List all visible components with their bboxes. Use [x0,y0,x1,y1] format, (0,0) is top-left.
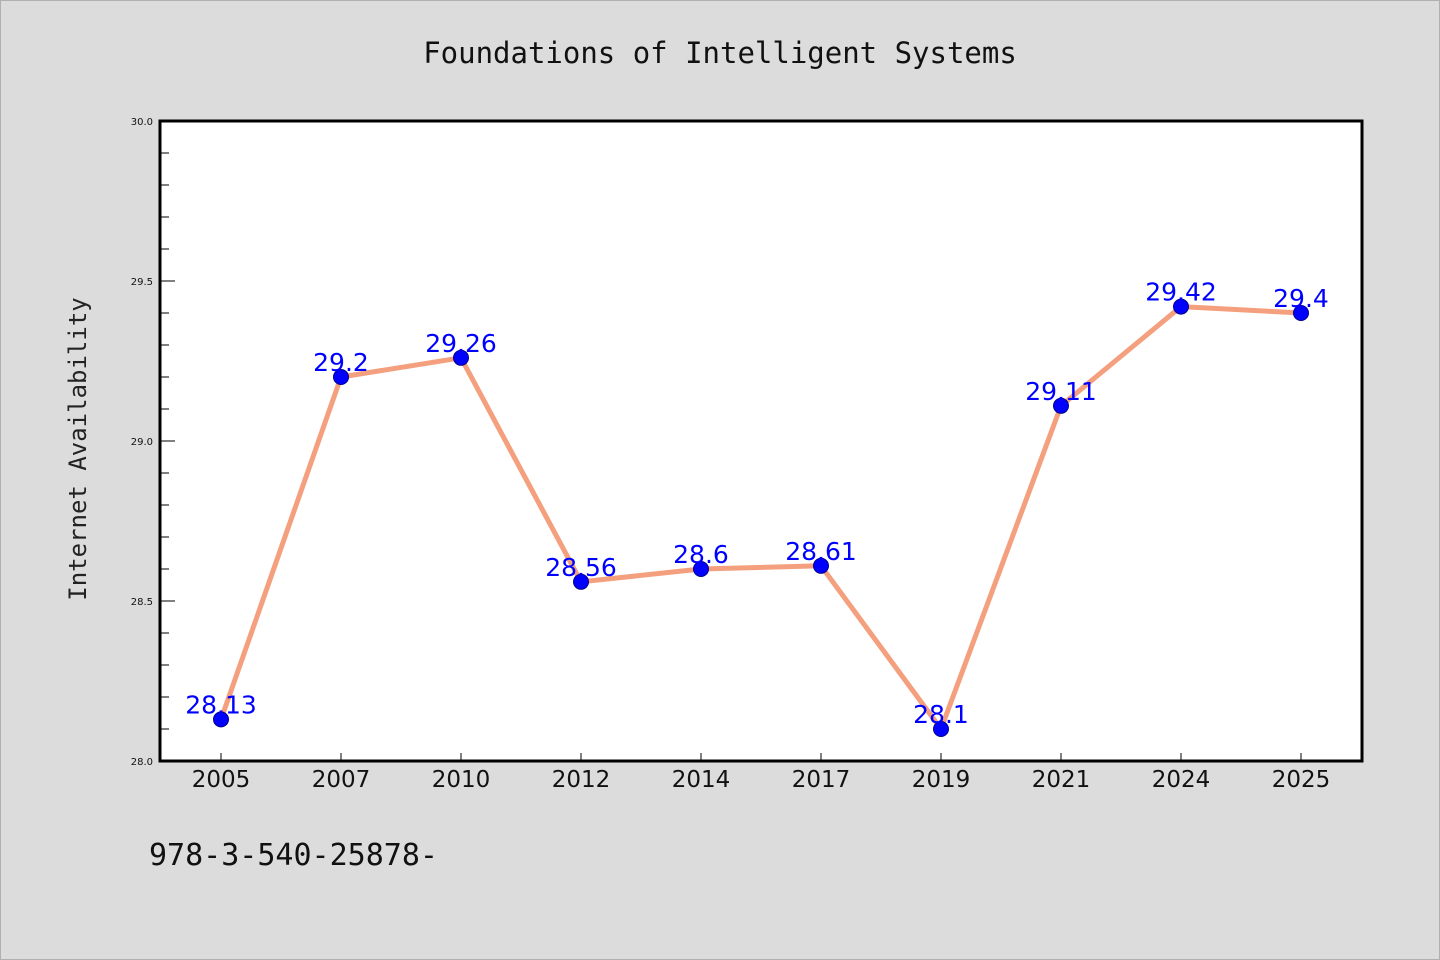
data-point [1173,298,1189,315]
x-tick-label: 2005 [192,767,251,793]
data-label: 29.42 [1145,278,1217,307]
y-axis-label: Internet Availability [64,297,92,600]
data-label: 28.6 [673,540,729,569]
data-label: 28.61 [785,537,857,566]
data-label: 28.13 [185,690,257,719]
data-label: 28.1 [913,700,969,729]
x-tick-label: 2024 [1152,767,1211,793]
data-point [1293,305,1309,321]
y-tick-label: 28.0 [131,757,153,768]
data-point [453,349,469,366]
x-tick-label: 2007 [312,767,371,793]
x-tick-label: 2012 [552,767,611,793]
x-tick-label: 2010 [432,767,491,793]
footer-isbn-text: 978-3-540-25878- [149,838,438,873]
y-tick-label: 29.0 [131,437,153,448]
x-tick-label: 2021 [1032,767,1091,793]
y-tick-label: 30.0 [131,117,153,128]
data-point [333,369,349,385]
data-point [693,561,709,577]
x-tick-label: 2017 [792,767,851,793]
data-point [933,721,949,737]
data-point [573,573,589,590]
y-tick-label: 28.5 [131,597,153,608]
series-line [218,304,1302,732]
plot-area [158,119,1364,763]
data-points [213,298,1309,737]
y-axis: 28.0 28.5 29.0 29.5 30.0 [131,117,175,768]
data-point [213,711,229,728]
data-label: 29.11 [1025,377,1097,406]
data-label: 28.56 [545,553,617,582]
x-axis: 2005 2007 2010 2012 2014 2017 2019 2021 2024 2025 [192,753,1331,793]
y-tick-label: 29.5 [131,277,153,288]
chart-title: Foundations of Intelligent Systems [423,36,1017,70]
data-label: 29.26 [425,329,497,358]
data-label: 29.2 [313,348,369,377]
data-point [1053,397,1069,414]
data-point [813,557,829,574]
data-labels: 28.13 29.2 29.26 28.56 28.6 28.61 28.1 29.11 29.… [185,278,1329,729]
series-line-group [218,304,1302,732]
x-tick-label: 2014 [672,767,731,793]
data-label: 29.4 [1273,284,1329,313]
x-tick-label: 2025 [1272,767,1331,793]
x-tick-label: 2019 [912,767,971,793]
